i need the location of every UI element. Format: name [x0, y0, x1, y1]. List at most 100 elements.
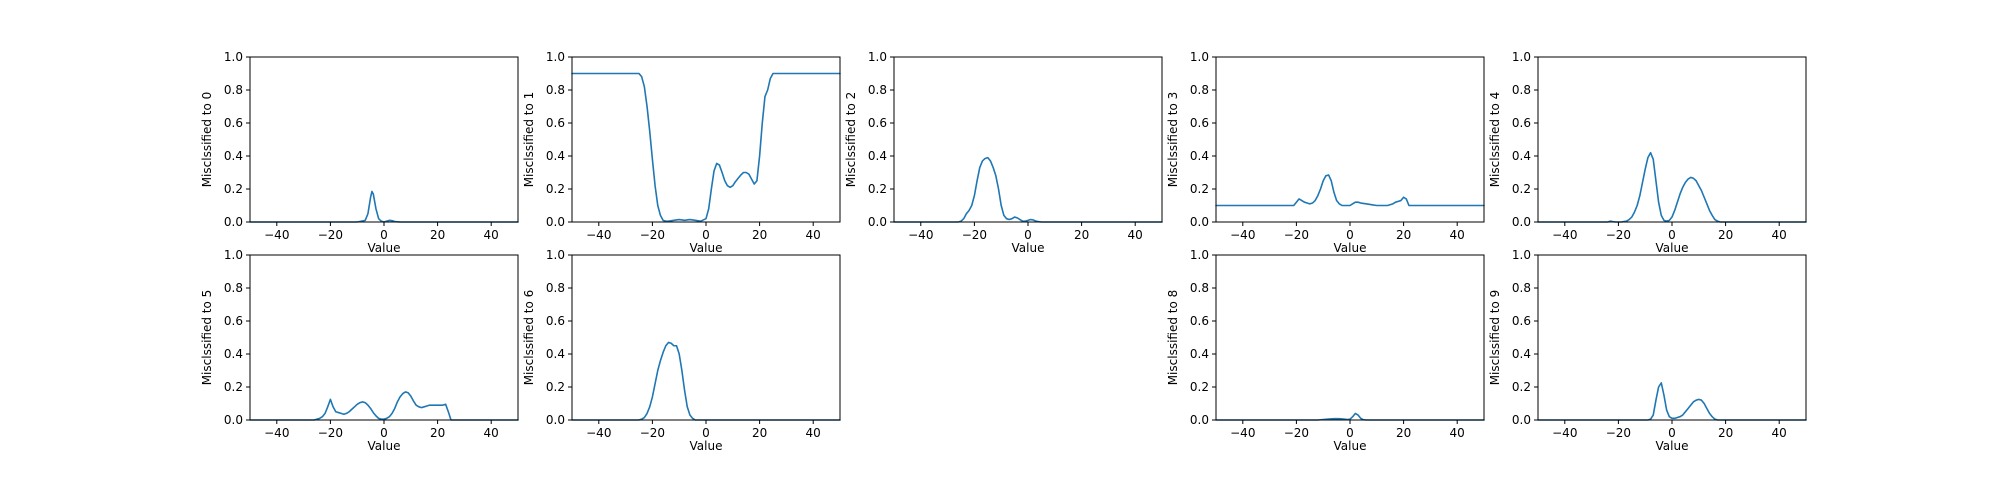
x-tick-label: 20 — [1718, 426, 1733, 440]
y-tick-label: 0.6 — [546, 314, 565, 328]
y-tick-label: 0.6 — [224, 314, 243, 328]
series-line-3-0 — [1215, 174, 1485, 207]
x-tick-label: 20 — [1074, 228, 1089, 242]
y-tick-label: 0.4 — [224, 149, 243, 163]
y-tick-label: 0.6 — [1512, 116, 1531, 130]
y-tick-label: 0.6 — [546, 116, 565, 130]
x-axis-label: Value — [1334, 241, 1367, 255]
x-axis-label: Value — [690, 439, 723, 453]
y-tick-label: 0.4 — [1190, 347, 1209, 361]
y-tick-label: 0.0 — [1190, 215, 1209, 229]
series-line-1-0 — [571, 72, 841, 222]
x-tick-label: −40 — [264, 228, 289, 242]
subplot-2: −40 −20 0 20 40 0.0 0.2 0.4 0.6 0.8 1.0 Value Miscls… — [844, 50, 1163, 255]
x-tick-label: −20 — [640, 426, 665, 440]
x-tick-label: −20 — [640, 228, 665, 242]
x-tick-label: −40 — [1552, 426, 1577, 440]
x-tick-label: −20 — [962, 228, 987, 242]
series-line-4-0 — [1537, 151, 1807, 223]
axes-frame — [1215, 254, 1485, 421]
x-tick-label: 0 — [380, 426, 388, 440]
x-tick-label: 20 — [430, 228, 445, 242]
y-tick-label: 0.4 — [1512, 347, 1531, 361]
x-tick-label: 40 — [484, 228, 499, 242]
axes-frame — [249, 56, 519, 223]
y-tick-label: 0.2 — [546, 182, 565, 196]
y-tick-label: 0.6 — [224, 116, 243, 130]
x-tick-label: 40 — [806, 426, 821, 440]
subplot-0: −40 −20 0 20 40 0.0 0.2 0.4 0.6 0.8 1.0 Value Miscls… — [200, 50, 519, 255]
y-axis-label: Misclssified to 2 — [844, 92, 858, 188]
y-tick-label: 1.0 — [224, 50, 243, 64]
y-tick-label: 1.0 — [1190, 50, 1209, 64]
x-tick-label: 0 — [1346, 426, 1354, 440]
y-tick-label: 0.0 — [546, 413, 565, 427]
y-tick-label: 1.0 — [868, 50, 887, 64]
x-tick-label: 40 — [1128, 228, 1143, 242]
x-tick-label: −20 — [318, 228, 343, 242]
x-tick-label: −40 — [586, 228, 611, 242]
axes-frame — [893, 56, 1163, 223]
x-tick-label: 40 — [1772, 228, 1787, 242]
y-tick-label: 0.2 — [224, 182, 243, 196]
axes-frame — [1537, 254, 1807, 421]
subplot-3: −40 −20 0 20 40 0.0 0.2 0.4 0.6 0.8 1.0 Value Miscls… — [1166, 50, 1485, 255]
y-tick-label: 1.0 — [1512, 50, 1531, 64]
subplot-1: −40 −20 0 20 40 0.0 0.2 0.4 0.6 0.8 1.0 Value Miscls… — [522, 50, 841, 255]
y-tick-label: 0.0 — [224, 215, 243, 229]
y-tick-label: 0.8 — [1190, 83, 1209, 97]
y-tick-label: 0.2 — [546, 380, 565, 394]
y-tick-label: 0.6 — [1190, 116, 1209, 130]
x-axis-label: Value — [1012, 241, 1045, 255]
x-tick-label: 40 — [1450, 228, 1465, 242]
y-tick-label: 1.0 — [1512, 248, 1531, 262]
y-tick-label: 0.8 — [224, 83, 243, 97]
y-axis-label: Misclssified to 6 — [522, 290, 536, 386]
x-tick-label: 0 — [702, 228, 710, 242]
x-tick-label: 0 — [702, 426, 710, 440]
y-axis-label: Misclssified to 3 — [1166, 92, 1180, 188]
x-axis-label: Value — [1656, 241, 1689, 255]
y-tick-label: 0.2 — [224, 380, 243, 394]
axes-frame — [1537, 56, 1807, 223]
x-tick-label: 0 — [1024, 228, 1032, 242]
x-tick-label: −40 — [1230, 426, 1255, 440]
x-tick-label: 20 — [430, 426, 445, 440]
y-tick-label: 0.2 — [1190, 380, 1209, 394]
y-tick-label: 0.4 — [546, 347, 565, 361]
y-tick-label: 0.2 — [1190, 182, 1209, 196]
y-tick-label: 1.0 — [224, 248, 243, 262]
x-tick-label: 40 — [1450, 426, 1465, 440]
x-axis-label: Value — [1656, 439, 1689, 453]
axes-frame — [1215, 56, 1485, 223]
series-line-6-0 — [571, 341, 841, 421]
subplot-7: −40 −20 0 20 40 0.0 0.2 0.4 0.6 0.8 1.0 Value Miscls… — [1166, 248, 1485, 453]
x-axis-label: Value — [690, 241, 723, 255]
y-tick-label: 0.8 — [868, 83, 887, 97]
y-axis-label: Misclssified to 1 — [522, 92, 536, 188]
y-tick-label: 0.0 — [868, 215, 887, 229]
x-tick-label: −20 — [1606, 228, 1631, 242]
x-tick-label: 0 — [1346, 228, 1354, 242]
y-tick-label: 1.0 — [546, 50, 565, 64]
y-tick-label: 0.6 — [868, 116, 887, 130]
y-tick-label: 0.2 — [868, 182, 887, 196]
x-tick-label: 40 — [484, 426, 499, 440]
x-tick-label: −40 — [1552, 228, 1577, 242]
y-tick-label: 0.8 — [1512, 281, 1531, 295]
axes-frame — [571, 56, 841, 223]
y-tick-label: 1.0 — [1190, 248, 1209, 262]
x-tick-label: 20 — [1718, 228, 1733, 242]
x-tick-label: −20 — [1284, 426, 1309, 440]
x-tick-label: −40 — [908, 228, 933, 242]
y-axis-label: Misclssified to 5 — [200, 290, 214, 386]
x-tick-label: −20 — [318, 426, 343, 440]
y-tick-label: 0.8 — [1512, 83, 1531, 97]
series-line-2-0 — [893, 156, 1163, 223]
y-tick-label: 0.8 — [546, 281, 565, 295]
y-tick-label: 1.0 — [546, 248, 565, 262]
x-tick-label: 0 — [1668, 228, 1676, 242]
y-tick-label: 0.0 — [1512, 215, 1531, 229]
x-axis-label: Value — [1334, 439, 1367, 453]
